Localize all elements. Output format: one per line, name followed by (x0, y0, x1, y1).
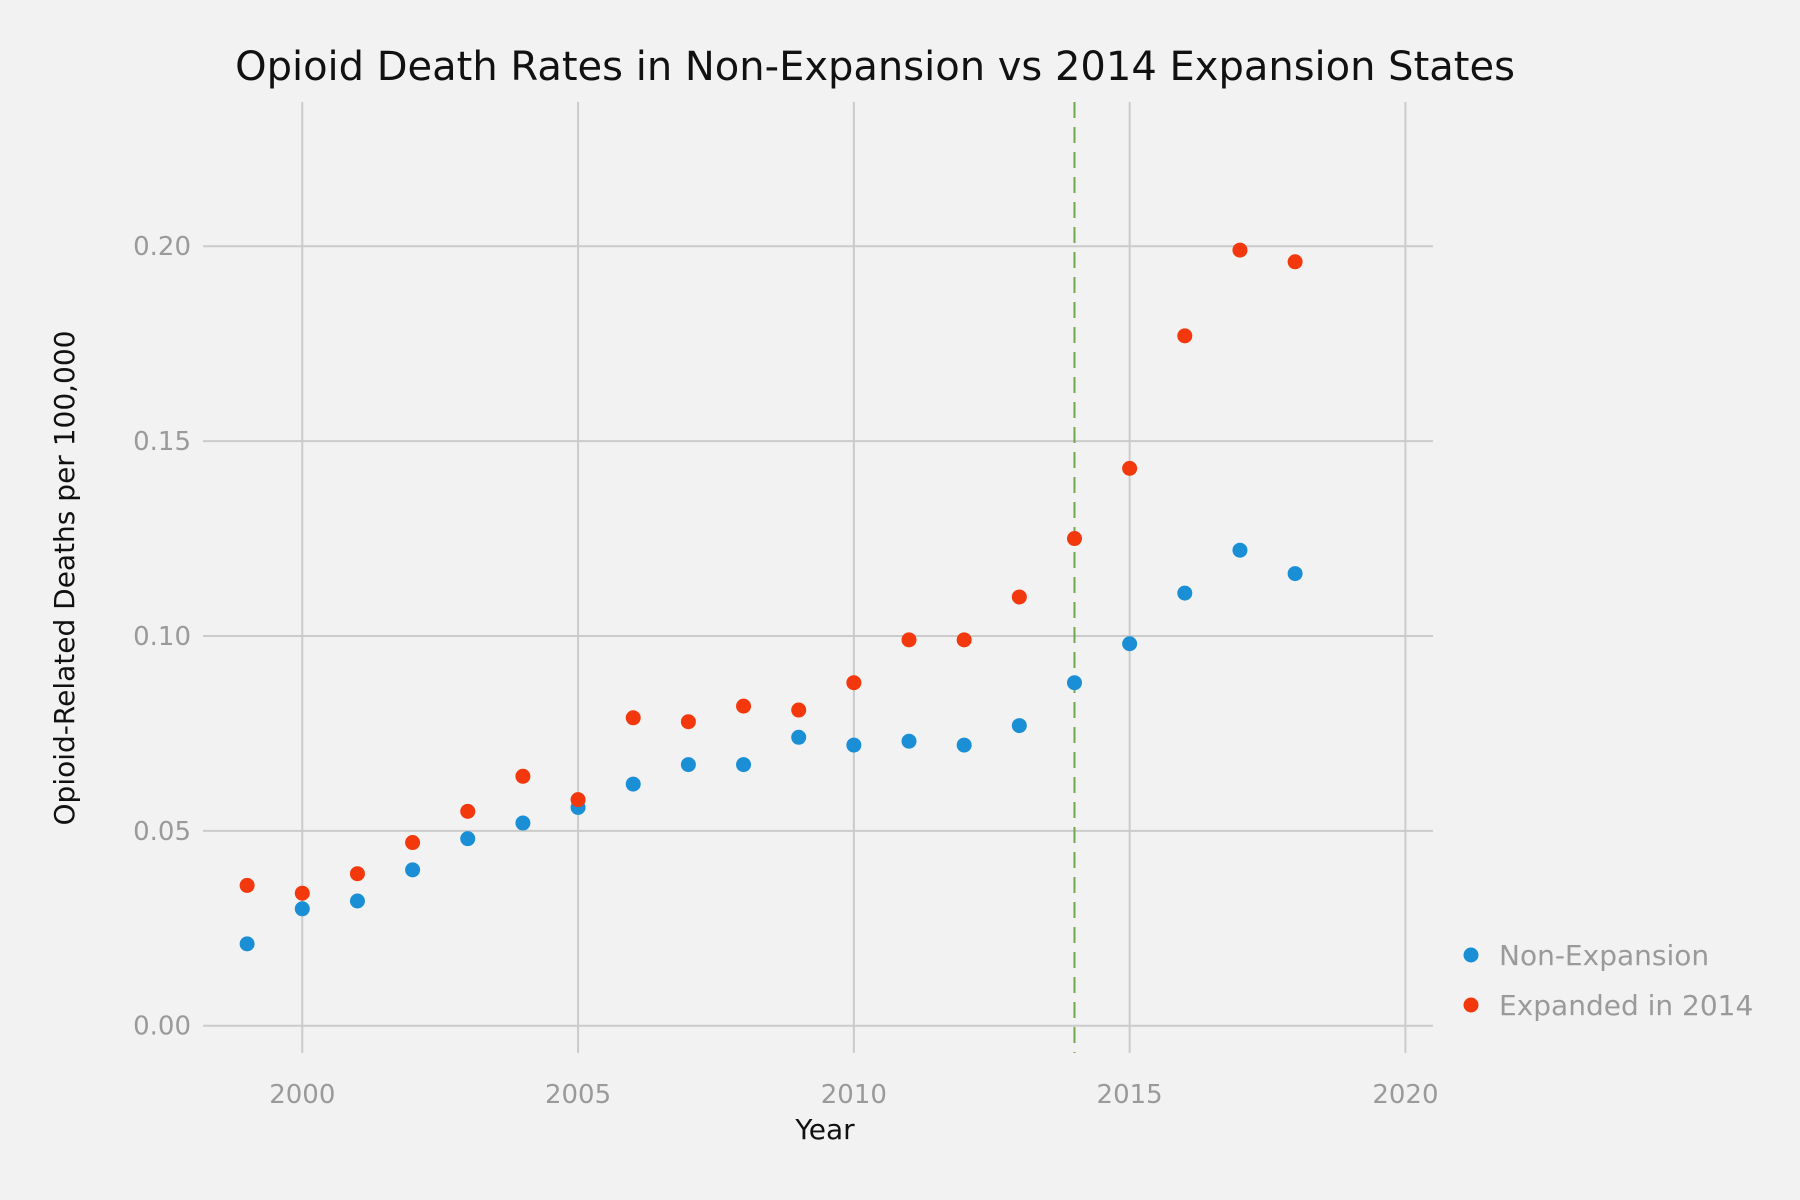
legend-marker (1463, 947, 1479, 963)
data-point (1232, 242, 1248, 258)
data-point (901, 632, 917, 648)
data-point (239, 936, 255, 952)
data-point (349, 866, 365, 882)
data-point (680, 757, 696, 773)
data-point (956, 737, 972, 753)
x-tick-label: 2005 (545, 1080, 611, 1110)
data-point (1287, 566, 1303, 582)
data-point (736, 757, 752, 773)
data-point (405, 862, 421, 878)
data-point (570, 792, 586, 808)
data-point (1177, 585, 1193, 601)
data-point (294, 901, 310, 917)
data-point (846, 675, 862, 691)
data-point (1177, 328, 1193, 344)
data-point (1011, 718, 1027, 734)
data-point (460, 831, 476, 847)
data-point (405, 835, 421, 851)
legend: Non-Expansion Expanded in 2014 (1463, 939, 1753, 1022)
data-point (294, 885, 310, 901)
y-tick-label: 0.20 (133, 232, 191, 262)
grid-layer (203, 102, 1433, 1053)
tick-label-layer: 2000 2005 2010 2015 2020 0.00 0.05 0.10 0.15 0.20 (133, 232, 1438, 1110)
y-tick-label: 0.05 (133, 817, 191, 847)
data-point (515, 815, 531, 831)
data-point (625, 776, 641, 792)
data-point (956, 632, 972, 648)
data-point (1287, 254, 1303, 270)
data-point (901, 733, 917, 749)
data-point (736, 698, 752, 714)
data-point (1232, 542, 1248, 558)
legend-label: Non-Expansion (1499, 939, 1709, 972)
x-axis-label: Year (794, 1113, 855, 1146)
chart-title: Opioid Death Rates in Non-Expansion vs 2… (235, 44, 1515, 90)
series-0 (239, 542, 1303, 952)
data-point (239, 877, 255, 893)
y-tick-label: 0.15 (133, 427, 191, 457)
legend-marker (1463, 997, 1479, 1013)
x-tick-label: 2015 (1097, 1080, 1163, 1110)
data-point (791, 729, 807, 745)
data-point (1066, 531, 1082, 547)
x-tick-label: 2010 (821, 1080, 887, 1110)
data-point (846, 737, 862, 753)
data-points-layer (239, 242, 1303, 952)
y-tick-label: 0.10 (133, 622, 191, 652)
data-point (1122, 636, 1138, 652)
series-1 (239, 242, 1303, 901)
legend-label: Expanded in 2014 (1499, 989, 1753, 1022)
data-point (1011, 589, 1027, 605)
data-point (625, 710, 641, 726)
y-axis-label: Opioid-Related Deaths per 100,000 (48, 331, 81, 826)
data-point (460, 803, 476, 819)
data-point (680, 714, 696, 730)
data-point (1066, 675, 1082, 691)
y-tick-label: 0.00 (133, 1012, 191, 1042)
data-point (515, 768, 531, 784)
data-point (791, 702, 807, 718)
x-tick-label: 2020 (1372, 1080, 1438, 1110)
x-tick-label: 2000 (269, 1080, 335, 1110)
data-point (1122, 460, 1138, 476)
data-point (349, 893, 365, 909)
